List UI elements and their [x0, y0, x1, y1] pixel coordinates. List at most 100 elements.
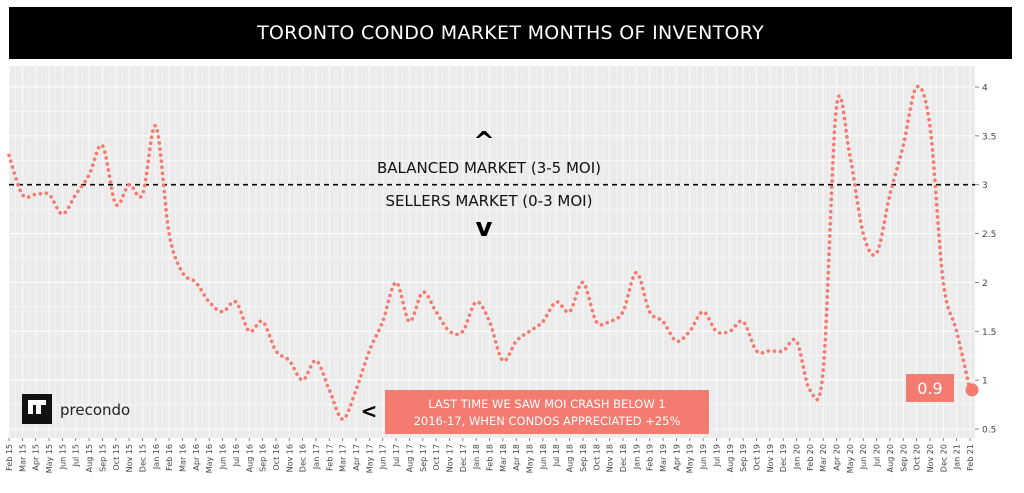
x-tick-label: Apr 16: [192, 444, 201, 471]
down-arrow-icon: v: [476, 213, 493, 243]
y-tick-label: 3.5: [982, 132, 996, 142]
data-point: [568, 310, 571, 313]
data-point: [74, 193, 77, 196]
data-point: [435, 310, 438, 313]
x-tick-label: Jul 18: [552, 444, 561, 467]
x-tick-label: Feb 18: [486, 444, 495, 471]
x-tick-label: Mar 19: [659, 444, 668, 472]
data-point: [541, 320, 544, 323]
y-axis-ticks: 0.5 1 1.5 2 2.5 3 3.5 4: [975, 84, 996, 436]
x-tick-label: Nov 18: [606, 444, 615, 472]
x-tick-label: Oct 18: [592, 444, 601, 471]
x-tick-label: Feb 20: [806, 444, 815, 471]
x-tick-label: May 20: [846, 444, 855, 473]
data-point: [328, 388, 331, 391]
data-point: [34, 193, 37, 196]
data-point: [701, 310, 704, 313]
data-point: [114, 203, 117, 206]
data-point: [381, 320, 384, 323]
x-tick-label: Apr 20: [833, 444, 842, 471]
data-point: [274, 349, 277, 352]
data-point: [621, 310, 624, 313]
x-tick-label: Nov 17: [445, 444, 454, 472]
data-point: [822, 369, 825, 372]
data-point: [942, 281, 945, 284]
x-tick-label: Jul 15: [72, 444, 81, 467]
x-tick-label: Jan 17: [312, 444, 321, 470]
data-point: [47, 193, 50, 196]
x-tick-label: Aug 15: [85, 444, 94, 472]
x-tick-label: Jul 19: [712, 444, 721, 467]
callout-box: [385, 390, 709, 434]
x-tick-label: May 19: [686, 444, 695, 473]
grid-minor: [9, 66, 975, 438]
data-point: [915, 85, 918, 88]
x-tick-label: Jan 16: [152, 444, 161, 470]
y-tick-label: 3: [982, 181, 988, 191]
x-tick-label: Mar 16: [179, 444, 188, 472]
x-tick-label: Aug 16: [245, 444, 254, 472]
y-tick-label: 1.5: [982, 328, 996, 338]
up-arrow-icon: ^: [473, 127, 495, 157]
data-point: [688, 330, 691, 333]
x-tick-label: Jun 18: [539, 444, 548, 470]
last-data-point: [965, 383, 979, 397]
x-tick-label: Apr 15: [32, 444, 41, 471]
data-point: [862, 232, 865, 235]
x-tick-label: Dec 19: [779, 444, 788, 472]
x-tick-label: Oct 15: [112, 444, 121, 471]
data-point: [728, 330, 731, 333]
data-point: [61, 212, 64, 215]
data-point: [21, 193, 24, 196]
x-tick-label: Jan 18: [472, 444, 481, 470]
x-tick-label: Sep 15: [98, 444, 107, 472]
data-point: [675, 339, 678, 342]
series-line: [7, 84, 972, 422]
x-tick-label: Apr 19: [672, 444, 681, 471]
data-point: [128, 183, 131, 186]
sellers-market-label: SELLERS MARKET (0-3 MOI): [386, 192, 593, 210]
data-point: [394, 281, 397, 284]
x-tick-label: Jun 20: [859, 444, 868, 470]
x-tick-label: Dec 18: [619, 444, 628, 472]
data-point: [515, 339, 518, 342]
data-point: [955, 330, 958, 333]
x-tick-label: Sep 17: [419, 444, 428, 472]
x-axis-ticks: Feb 15 Mar 15 Apr 15 May 15 Jun 15 Jul 15 Aug …: [5, 438, 975, 473]
data-point: [755, 349, 758, 352]
x-tick-label: Dec 17: [459, 444, 468, 472]
x-tick-label: Sep 20: [899, 444, 908, 472]
data-point: [501, 359, 504, 362]
data-point: [421, 291, 424, 294]
data-point: [288, 359, 291, 362]
x-tick-label: Sep 18: [579, 444, 588, 472]
x-tick-label: Feb 15: [5, 444, 14, 471]
last-value-label: 0.9: [917, 379, 942, 398]
x-tick-label: Nov 15: [125, 444, 134, 472]
data-point: [902, 144, 905, 147]
x-tick-label: Dec 15: [138, 444, 147, 472]
data-point: [234, 300, 237, 303]
data-point: [528, 330, 531, 333]
x-tick-label: Feb 17: [325, 444, 334, 471]
x-tick-label: Aug 19: [726, 444, 735, 472]
x-tick-label: Aug 17: [405, 444, 414, 472]
brand-name: precondo: [60, 401, 130, 419]
data-point: [808, 388, 811, 391]
data-point: [87, 173, 90, 176]
x-tick-label: Aug 20: [886, 444, 895, 472]
y-tick-label: 4: [982, 84, 988, 94]
data-point: [221, 310, 224, 313]
x-tick-label: Oct 17: [432, 444, 441, 471]
plot-panel: [9, 66, 975, 438]
x-tick-label: Jun 16: [219, 444, 228, 470]
precondo-logo-icon: [22, 394, 52, 424]
data-point: [782, 349, 785, 352]
data-points: [21, 85, 979, 397]
data-point: [248, 330, 251, 333]
data-point: [595, 320, 598, 323]
x-tick-label: Oct 16: [272, 444, 281, 471]
data-point: [314, 359, 317, 362]
data-point: [715, 330, 718, 333]
